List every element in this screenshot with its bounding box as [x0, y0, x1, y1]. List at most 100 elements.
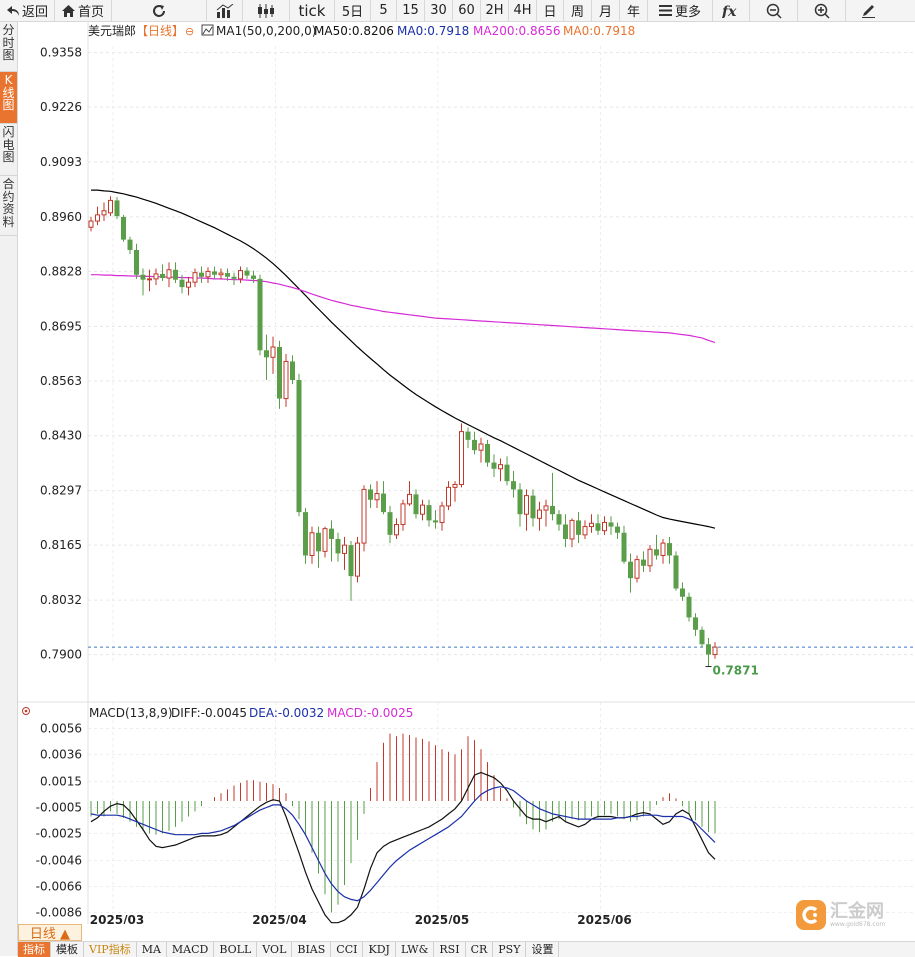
- period-m5[interactable]: 5: [371, 0, 397, 21]
- candle-body: [706, 644, 711, 655]
- menu-icon: [658, 5, 672, 16]
- period-m30[interactable]: 30: [425, 0, 453, 21]
- candle-body: [186, 281, 191, 288]
- candle-body: [634, 559, 640, 579]
- candle-body: [264, 350, 269, 358]
- ma-params: MA1(50,0,200,0): [216, 24, 316, 38]
- sidebar-item-timeshare[interactable]: 分时图: [0, 22, 17, 72]
- bar-chart-button[interactable]: [207, 0, 243, 21]
- period-day[interactable]: 日: [537, 0, 564, 21]
- indicator-tab-12[interactable]: CR: [466, 942, 494, 957]
- candle-body: [108, 199, 113, 214]
- price-tick-label: 0.8563: [40, 374, 82, 388]
- svg-text:fx: fx: [722, 4, 737, 18]
- period-month[interactable]: 月: [592, 0, 620, 21]
- candle-body: [498, 464, 503, 470]
- indicator-tab-7[interactable]: BIAS: [292, 942, 332, 957]
- kline-chart-svg[interactable]: 0.9358 0.9226 0.9093 0.8960 0.8828 0.8695 0.85…: [18, 22, 915, 924]
- candle-body: [446, 486, 451, 507]
- sidebar-label-contract: 合约资料: [2, 177, 15, 229]
- period-m60-label: 60: [458, 3, 475, 18]
- period-m15[interactable]: 15: [397, 0, 425, 21]
- refresh-button[interactable]: [112, 0, 207, 21]
- period-h2[interactable]: 2H: [481, 0, 509, 21]
- left-sidebar: 分时图 K线图 闪电图 合约资料: [0, 22, 18, 956]
- period-label: 【日线】: [136, 24, 184, 38]
- candle-body: [563, 524, 568, 539]
- candle-body: [472, 439, 477, 451]
- candle-body: [394, 524, 399, 536]
- candle-body: [238, 270, 243, 280]
- candle-body: [88, 220, 94, 228]
- macd-tick-label: -0.0046: [36, 854, 82, 868]
- ma0a-value: MA0:0.7918: [397, 24, 469, 38]
- indicator-tab-13[interactable]: PSY: [493, 942, 527, 957]
- candle-type-button[interactable]: [243, 0, 290, 21]
- period-week-label: 周: [570, 5, 584, 20]
- watermark-logo: 汇金网 www.gold678.com: [796, 900, 885, 930]
- sidebar-item-kline[interactable]: K线图: [0, 72, 17, 124]
- indicator-tab-2[interactable]: VIP指标: [84, 942, 137, 957]
- logo-mark-icon: [796, 900, 826, 930]
- sidebar-label-timeshare: 分时图: [2, 23, 15, 62]
- period-tick[interactable]: tick: [290, 0, 335, 21]
- chart-area[interactable]: 0.9358 0.9226 0.9093 0.8960 0.8828 0.8695 0.85…: [18, 22, 915, 956]
- candle-body: [680, 588, 685, 597]
- macd-tick-label: -0.0066: [36, 879, 82, 893]
- candle-body: [387, 512, 393, 535]
- indicator-tab-8[interactable]: CCI: [331, 942, 364, 957]
- home-button[interactable]: 首页: [55, 0, 112, 21]
- sidebar-item-contract[interactable]: 合约资料: [0, 176, 17, 236]
- candle-body: [660, 542, 666, 556]
- date-tick-label: 2025/03: [90, 913, 144, 924]
- draw-button[interactable]: [846, 0, 891, 21]
- candle-body: [218, 272, 224, 276]
- candle-body: [257, 278, 263, 351]
- candle-body: [608, 522, 614, 527]
- indicator-tab-11[interactable]: RSI: [434, 942, 466, 957]
- more-button[interactable]: 更多: [648, 0, 713, 21]
- period-selector-button[interactable]: 日线 ▲: [18, 924, 82, 942]
- indicator-gear-icon[interactable]: [22, 707, 30, 715]
- indicator-tab-6[interactable]: VOL: [257, 942, 293, 957]
- symbol-name: 美元瑞郎: [88, 24, 136, 38]
- candle-body: [342, 544, 347, 554]
- candle-body: [504, 464, 510, 482]
- indicator-tab-0[interactable]: 指标: [18, 942, 51, 957]
- period-5d[interactable]: 5日: [335, 0, 371, 21]
- candle-body: [602, 521, 607, 532]
- period-year[interactable]: 年: [620, 0, 648, 21]
- period-m5-label: 5: [379, 3, 388, 18]
- ma-settings-icon[interactable]: [201, 24, 214, 36]
- macd-tick-label: -0.0025: [36, 826, 82, 840]
- candle-body: [244, 270, 250, 276]
- indicator-tab-5[interactable]: BOLL: [214, 942, 258, 957]
- back-label: 返回: [21, 5, 48, 20]
- indicator-tab-14[interactable]: 设置: [526, 942, 560, 957]
- zoom-in-button[interactable]: [798, 0, 846, 21]
- indicator-tab-9[interactable]: KDJ: [363, 942, 396, 957]
- macd-tick-label: -0.0005: [36, 800, 82, 814]
- back-button[interactable]: 返回: [0, 0, 55, 21]
- indicator-tab-3[interactable]: MA: [137, 942, 167, 957]
- period-h4[interactable]: 4H: [509, 0, 537, 21]
- price-tick-label: 0.8960: [40, 210, 82, 224]
- zoom-out-button[interactable]: [750, 0, 798, 21]
- indicator-tab-4[interactable]: MACD: [167, 942, 215, 957]
- indicator-tab-1[interactable]: 模板: [51, 942, 84, 957]
- candle-body: [530, 495, 536, 519]
- period-m60[interactable]: 60: [453, 0, 481, 21]
- period-h4-label: 4H: [513, 3, 532, 18]
- candle-body: [537, 509, 542, 519]
- toggle-icon[interactable]: ⊖: [185, 25, 194, 38]
- date-tick-label: 2025/06: [577, 913, 631, 924]
- price-tick-label: 0.9226: [40, 100, 82, 114]
- ma-settings-icon-line: [202, 26, 213, 35]
- candle-body: [426, 505, 432, 521]
- period-year-label: 年: [626, 5, 640, 20]
- sidebar-item-flash[interactable]: 闪电图: [0, 124, 17, 176]
- refresh-icon: [153, 4, 165, 17]
- indicator-tab-10[interactable]: LW&: [396, 942, 435, 957]
- period-week[interactable]: 周: [564, 0, 592, 21]
- formula-button[interactable]: fx: [713, 0, 750, 21]
